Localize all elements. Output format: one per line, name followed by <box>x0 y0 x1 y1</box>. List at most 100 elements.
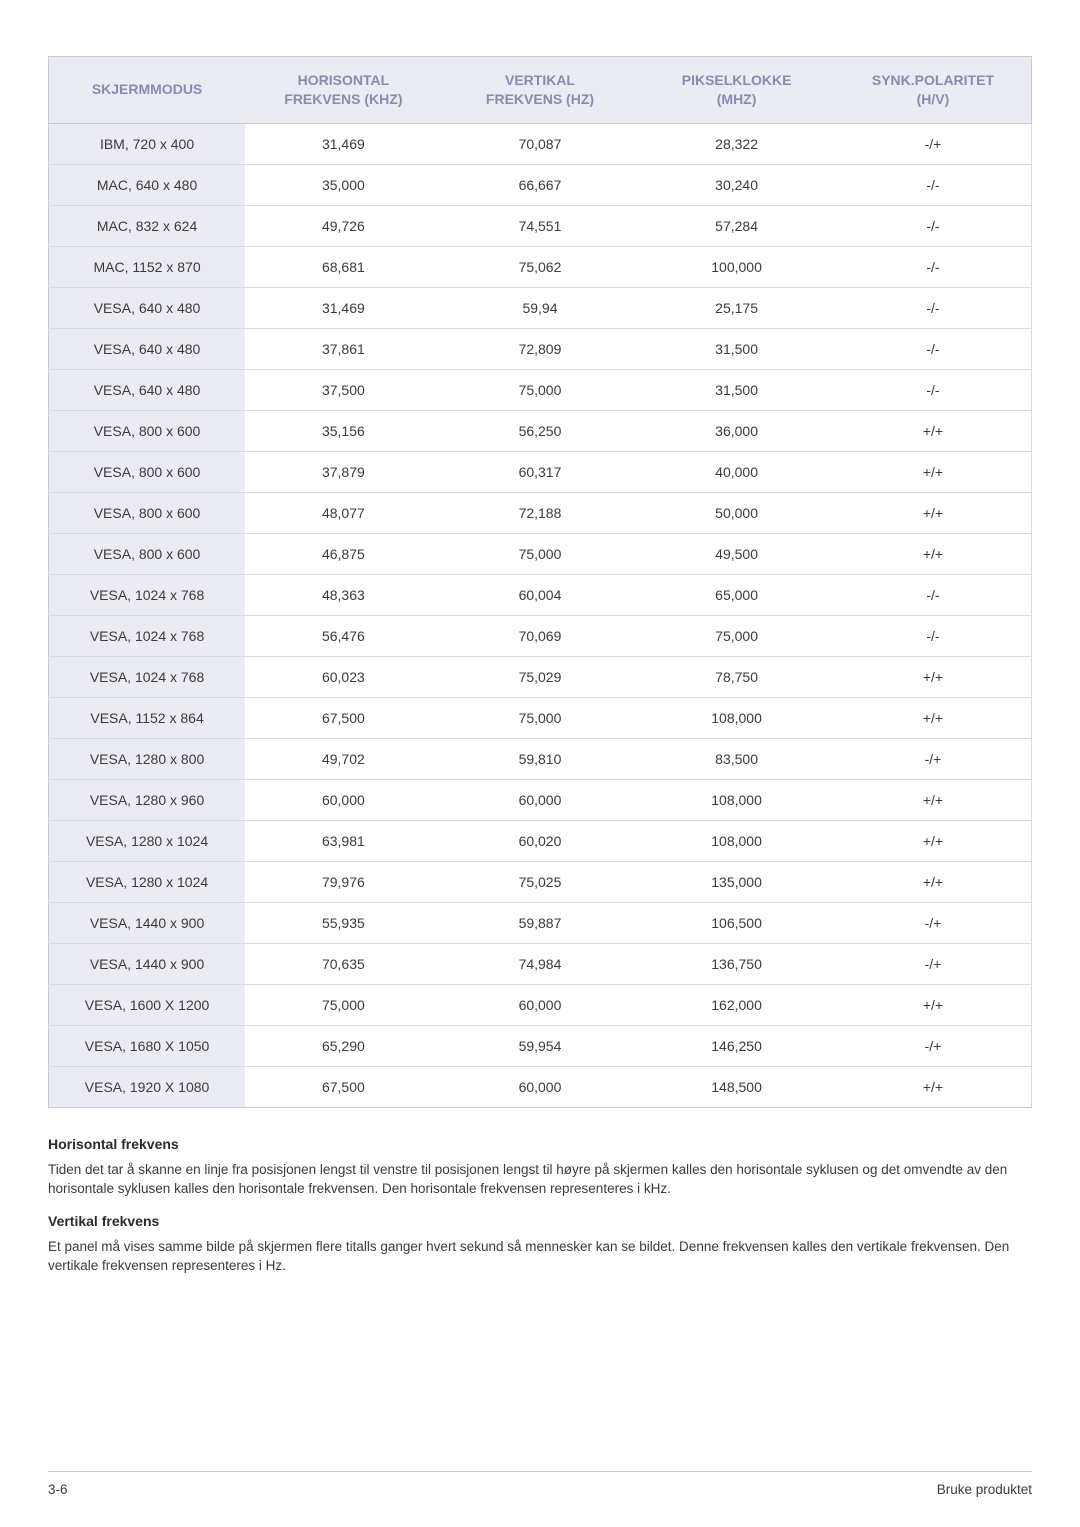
value-cell: -/+ <box>835 943 1032 984</box>
table-row: VESA, 640 x 48037,50075,00031,500-/- <box>49 369 1032 410</box>
value-cell: +/+ <box>835 410 1032 451</box>
value-cell: +/+ <box>835 1066 1032 1107</box>
mode-cell: VESA, 1920 X 1080 <box>49 1066 246 1107</box>
value-cell: 60,000 <box>442 984 639 1025</box>
table-row: VESA, 1152 x 86467,50075,000108,000+/+ <box>49 697 1032 738</box>
value-cell: 108,000 <box>638 697 835 738</box>
value-cell: 70,069 <box>442 615 639 656</box>
value-cell: 60,020 <box>442 820 639 861</box>
table-body: IBM, 720 x 40031,46970,08728,322-/+MAC, … <box>49 123 1032 1107</box>
table-row: VESA, 1280 x 96060,00060,000108,000+/+ <box>49 779 1032 820</box>
table-row: VESA, 640 x 48037,86172,80931,500-/- <box>49 328 1032 369</box>
value-cell: +/+ <box>835 697 1032 738</box>
table-row: MAC, 1152 x 87068,68175,062100,000-/- <box>49 246 1032 287</box>
header-label-line1: VERTIKAL <box>450 71 631 90</box>
value-cell: 59,954 <box>442 1025 639 1066</box>
table-row: VESA, 1440 x 90055,93559,887106,500-/+ <box>49 902 1032 943</box>
value-cell: 60,317 <box>442 451 639 492</box>
value-cell: 75,000 <box>245 984 442 1025</box>
header-label-line1: PIKSELKLOKKE <box>646 71 827 90</box>
value-cell: 28,322 <box>638 123 835 164</box>
mode-cell: VESA, 1280 x 800 <box>49 738 246 779</box>
value-cell: 48,077 <box>245 492 442 533</box>
value-cell: 75,025 <box>442 861 639 902</box>
value-cell: 75,000 <box>442 533 639 574</box>
value-cell: 37,500 <box>245 369 442 410</box>
value-cell: -/- <box>835 615 1032 656</box>
value-cell: -/- <box>835 574 1032 615</box>
table-row: VESA, 1280 x 102463,98160,020108,000+/+ <box>49 820 1032 861</box>
value-cell: 56,250 <box>442 410 639 451</box>
value-cell: 36,000 <box>638 410 835 451</box>
value-cell: 49,500 <box>638 533 835 574</box>
value-cell: 56,476 <box>245 615 442 656</box>
value-cell: 78,750 <box>638 656 835 697</box>
value-cell: 100,000 <box>638 246 835 287</box>
mode-cell: VESA, 800 x 600 <box>49 451 246 492</box>
table-row: VESA, 1024 x 76848,36360,00465,000-/- <box>49 574 1032 615</box>
value-cell: +/+ <box>835 984 1032 1025</box>
value-cell: 162,000 <box>638 984 835 1025</box>
table-row: MAC, 640 x 48035,00066,66730,240-/- <box>49 164 1032 205</box>
value-cell: 37,861 <box>245 328 442 369</box>
value-cell: 60,023 <box>245 656 442 697</box>
mode-cell: MAC, 640 x 480 <box>49 164 246 205</box>
notes-text-horizontal: Tiden det tar å skanne en linje fra posi… <box>48 1160 1032 1199</box>
notes-text-vertical: Et panel må vises samme bilde på skjerme… <box>48 1237 1032 1276</box>
table-row: VESA, 1280 x 102479,97675,025135,000+/+ <box>49 861 1032 902</box>
value-cell: -/- <box>835 164 1032 205</box>
value-cell: 74,984 <box>442 943 639 984</box>
value-cell: 83,500 <box>638 738 835 779</box>
value-cell: 65,000 <box>638 574 835 615</box>
value-cell: -/- <box>835 205 1032 246</box>
table-row: VESA, 800 x 60048,07772,18850,000+/+ <box>49 492 1032 533</box>
footer-section-title: Bruke produktet <box>937 1482 1032 1497</box>
mode-cell: VESA, 800 x 600 <box>49 410 246 451</box>
value-cell: -/+ <box>835 1025 1032 1066</box>
mode-cell: VESA, 1680 X 1050 <box>49 1025 246 1066</box>
mode-cell: VESA, 640 x 480 <box>49 328 246 369</box>
display-modes-table: SKJERMMODUSHORISONTALFREKVENS (KHZ)VERTI… <box>48 56 1032 1108</box>
value-cell: 60,000 <box>442 779 639 820</box>
header-label-line2: FREKVENS (HZ) <box>450 90 631 109</box>
value-cell: 48,363 <box>245 574 442 615</box>
table-row: VESA, 800 x 60037,87960,31740,000+/+ <box>49 451 1032 492</box>
value-cell: 57,284 <box>638 205 835 246</box>
value-cell: -/+ <box>835 738 1032 779</box>
value-cell: 70,087 <box>442 123 639 164</box>
table-row: MAC, 832 x 62449,72674,55157,284-/- <box>49 205 1032 246</box>
value-cell: 146,250 <box>638 1025 835 1066</box>
value-cell: 31,500 <box>638 328 835 369</box>
mode-cell: MAC, 832 x 624 <box>49 205 246 246</box>
value-cell: 75,062 <box>442 246 639 287</box>
mode-cell: VESA, 1440 x 900 <box>49 943 246 984</box>
value-cell: +/+ <box>835 533 1032 574</box>
value-cell: +/+ <box>835 451 1032 492</box>
value-cell: 136,750 <box>638 943 835 984</box>
mode-cell: VESA, 1024 x 768 <box>49 615 246 656</box>
table-row: VESA, 800 x 60035,15656,25036,000+/+ <box>49 410 1032 451</box>
value-cell: +/+ <box>835 656 1032 697</box>
header-label-line1: SKJERMMODUS <box>57 80 237 99</box>
value-cell: 75,000 <box>638 615 835 656</box>
value-cell: 37,879 <box>245 451 442 492</box>
value-cell: 67,500 <box>245 697 442 738</box>
value-cell: 59,94 <box>442 287 639 328</box>
table-header-cell: SKJERMMODUS <box>49 57 246 124</box>
table-row: VESA, 640 x 48031,46959,9425,175-/- <box>49 287 1032 328</box>
value-cell: 70,635 <box>245 943 442 984</box>
value-cell: 108,000 <box>638 779 835 820</box>
value-cell: 148,500 <box>638 1066 835 1107</box>
table-row: VESA, 1024 x 76860,02375,02978,750+/+ <box>49 656 1032 697</box>
table-row: VESA, 1600 X 120075,00060,000162,000+/+ <box>49 984 1032 1025</box>
value-cell: 31,469 <box>245 287 442 328</box>
table-header-cell: VERTIKALFREKVENS (HZ) <box>442 57 639 124</box>
value-cell: 135,000 <box>638 861 835 902</box>
header-label-line2: FREKVENS (KHZ) <box>253 90 434 109</box>
value-cell: 67,500 <box>245 1066 442 1107</box>
value-cell: -/+ <box>835 123 1032 164</box>
value-cell: 108,000 <box>638 820 835 861</box>
table-row: VESA, 1440 x 90070,63574,984136,750-/+ <box>49 943 1032 984</box>
mode-cell: IBM, 720 x 400 <box>49 123 246 164</box>
value-cell: +/+ <box>835 779 1032 820</box>
